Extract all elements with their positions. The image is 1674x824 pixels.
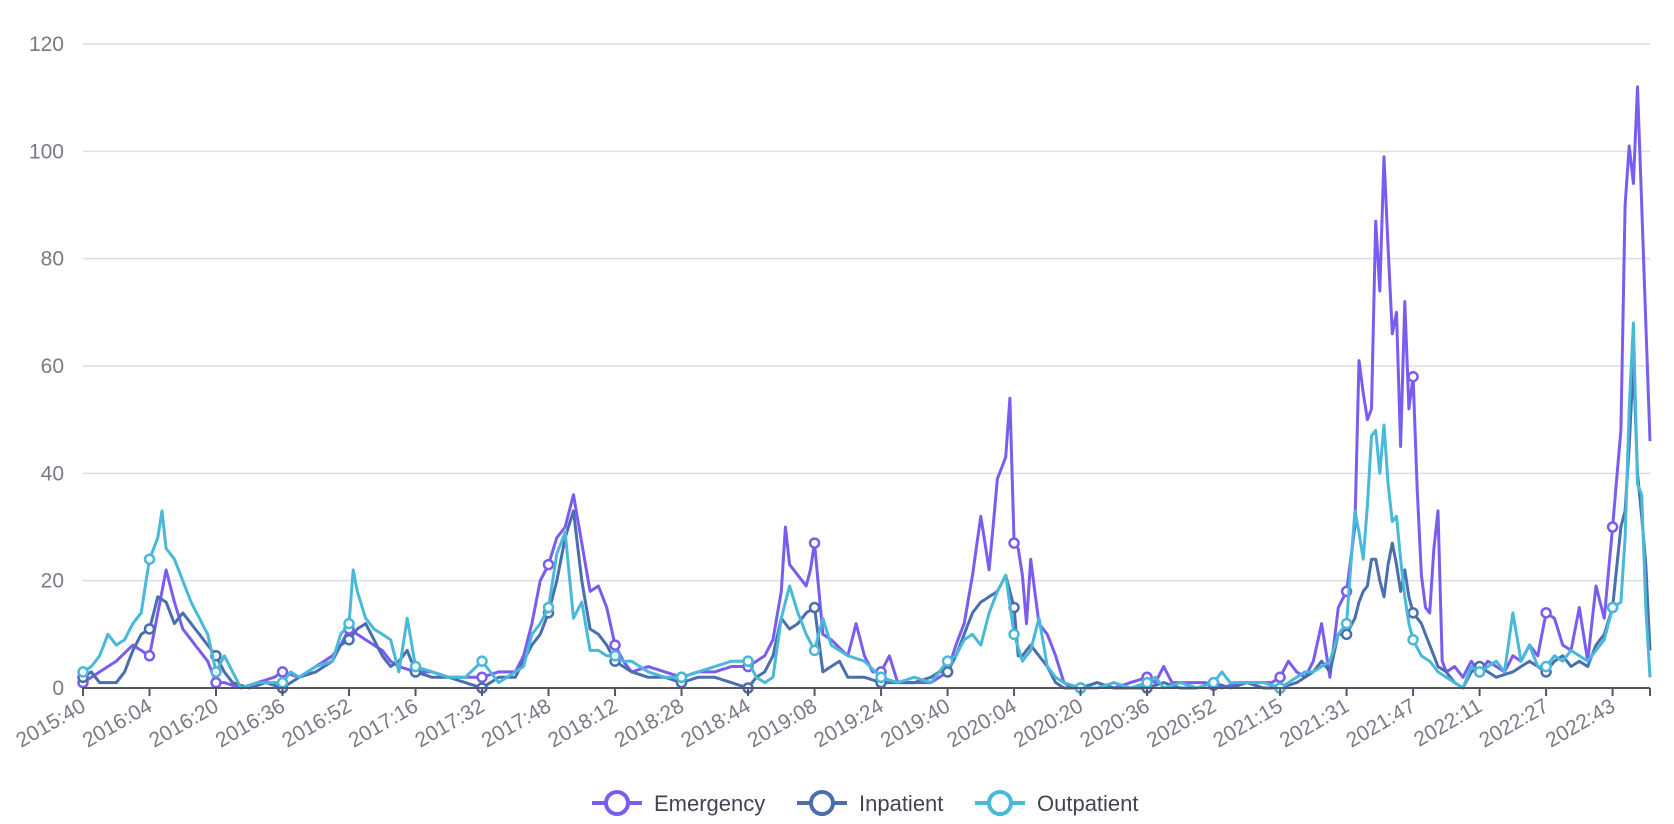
data-point-inpatient[interactable] bbox=[941, 666, 954, 678]
x-tick-label: 2016:20 bbox=[145, 694, 222, 752]
data-point-outpatient[interactable] bbox=[143, 553, 156, 565]
x-tick-label: 2017:16 bbox=[345, 694, 422, 752]
data-point-emergency[interactable] bbox=[609, 639, 621, 651]
data-point-emergency[interactable] bbox=[476, 671, 488, 684]
data-point-inpatient[interactable] bbox=[1340, 628, 1353, 641]
y-axis-ticks: 0 20 40 60 80 100 120 bbox=[29, 33, 64, 700]
series-line-outpatient bbox=[82, 321, 1652, 690]
series-line-inpatient bbox=[82, 359, 1652, 690]
data-point-emergency[interactable] bbox=[542, 558, 555, 571]
data-point-outpatient[interactable] bbox=[343, 617, 355, 630]
x-tick-label: 2019:08 bbox=[744, 694, 821, 752]
data-point-outpatient[interactable] bbox=[808, 644, 821, 657]
data-point-outpatient[interactable] bbox=[1141, 676, 1153, 689]
data-point-outpatient[interactable] bbox=[875, 671, 887, 684]
x-tick-label: 2018:28 bbox=[611, 694, 688, 752]
data-point-outpatient[interactable] bbox=[1473, 666, 1486, 678]
data-point-emergency[interactable] bbox=[808, 537, 821, 549]
data-point-outpatient[interactable] bbox=[675, 671, 688, 684]
legend-item-emergency[interactable]: Emergency bbox=[592, 790, 765, 816]
data-point-emergency[interactable] bbox=[1606, 521, 1619, 533]
legend-marker-icon bbox=[987, 790, 1013, 816]
data-point-emergency[interactable] bbox=[1008, 537, 1020, 549]
legend-label: Inpatient bbox=[859, 791, 943, 816]
data-point-outpatient[interactable] bbox=[476, 655, 488, 667]
y-tick-label: 120 bbox=[29, 33, 64, 56]
legend-item-outpatient[interactable]: Outpatient bbox=[975, 790, 1139, 816]
x-tick-label: 2019:24 bbox=[810, 694, 888, 752]
y-tick-label: 40 bbox=[41, 462, 64, 485]
y-tick-label: 100 bbox=[29, 140, 64, 163]
data-point-inpatient[interactable] bbox=[343, 633, 355, 646]
legend-label: Outpatient bbox=[1037, 791, 1139, 816]
data-point-outpatient[interactable] bbox=[276, 676, 289, 689]
data-point-emergency[interactable] bbox=[143, 650, 156, 662]
data-point-outpatient[interactable] bbox=[409, 660, 422, 673]
legend: Emergency Inpatient Outpatient bbox=[592, 790, 1139, 816]
grid-lines bbox=[83, 43, 1650, 582]
data-point-outpatient[interactable] bbox=[1340, 617, 1353, 630]
data-point-inpatient[interactable] bbox=[143, 623, 156, 635]
x-tick-label: 2019:40 bbox=[877, 694, 954, 752]
data-point-emergency[interactable] bbox=[1274, 671, 1286, 684]
legend-label: Emergency bbox=[654, 791, 765, 816]
x-tick-label: 2022:11 bbox=[1410, 694, 1486, 751]
data-point-inpatient[interactable] bbox=[1407, 607, 1419, 619]
x-tick-label: 2018:12 bbox=[544, 694, 621, 752]
data-point-outpatient[interactable] bbox=[210, 666, 222, 678]
data-point-inpatient[interactable] bbox=[808, 601, 821, 614]
legend-item-inpatient[interactable]: Inpatient bbox=[797, 790, 943, 816]
data-point-outpatient[interactable] bbox=[1008, 628, 1020, 641]
legend-marker-icon bbox=[604, 790, 630, 816]
x-tick-label: 2020:52 bbox=[1143, 694, 1220, 752]
legend-marker-icon bbox=[809, 790, 835, 816]
data-point-emergency[interactable] bbox=[1540, 607, 1552, 619]
x-tick-label: 2015:40 bbox=[12, 694, 89, 752]
x-tick-label: 2020:04 bbox=[943, 694, 1021, 752]
data-point-emergency[interactable] bbox=[210, 676, 222, 689]
data-point-outpatient[interactable] bbox=[77, 666, 89, 678]
y-tick-label: 60 bbox=[41, 355, 64, 378]
x-tick-label: 2020:36 bbox=[1076, 694, 1153, 752]
data-point-emergency[interactable] bbox=[276, 666, 289, 678]
x-tick-label: 2021:15 bbox=[1209, 694, 1286, 752]
x-tick-label: 2021:47 bbox=[1342, 694, 1419, 752]
x-tick-label: 2016:04 bbox=[79, 694, 157, 752]
x-tick-label: 2018:44 bbox=[677, 694, 755, 752]
data-point-outpatient[interactable] bbox=[609, 650, 621, 662]
series-line-emergency bbox=[82, 85, 1652, 690]
data-point-outpatient[interactable] bbox=[1606, 601, 1619, 614]
x-tick-label: 2020:20 bbox=[1010, 694, 1087, 752]
data-point-outpatient[interactable] bbox=[1207, 676, 1220, 689]
series-lines bbox=[77, 85, 1652, 694]
x-tick-label: 2016:36 bbox=[212, 694, 289, 752]
data-point-outpatient[interactable] bbox=[1407, 633, 1419, 646]
data-point-outpatient[interactable] bbox=[742, 655, 754, 667]
y-tick-label: 80 bbox=[41, 248, 64, 271]
x-tick-label: 2022:27 bbox=[1475, 694, 1552, 752]
data-point-outpatient[interactable] bbox=[542, 601, 555, 614]
x-tick-label: 2022:43 bbox=[1542, 694, 1619, 752]
data-point-emergency[interactable] bbox=[1407, 370, 1419, 383]
x-axis-ticks: 2015:402016:042016:202016:362016:522017:… bbox=[12, 688, 1651, 752]
y-tick-label: 20 bbox=[41, 570, 64, 593]
x-tick-label: 2017:48 bbox=[478, 694, 555, 752]
y-tick-label: 0 bbox=[52, 677, 64, 700]
x-tick-label: 2017:32 bbox=[411, 694, 488, 752]
x-tick-label: 2021:31 bbox=[1276, 694, 1353, 752]
data-point-outpatient[interactable] bbox=[1540, 660, 1552, 673]
data-point-outpatient[interactable] bbox=[941, 655, 954, 667]
x-tick-label: 2016:52 bbox=[278, 694, 355, 752]
